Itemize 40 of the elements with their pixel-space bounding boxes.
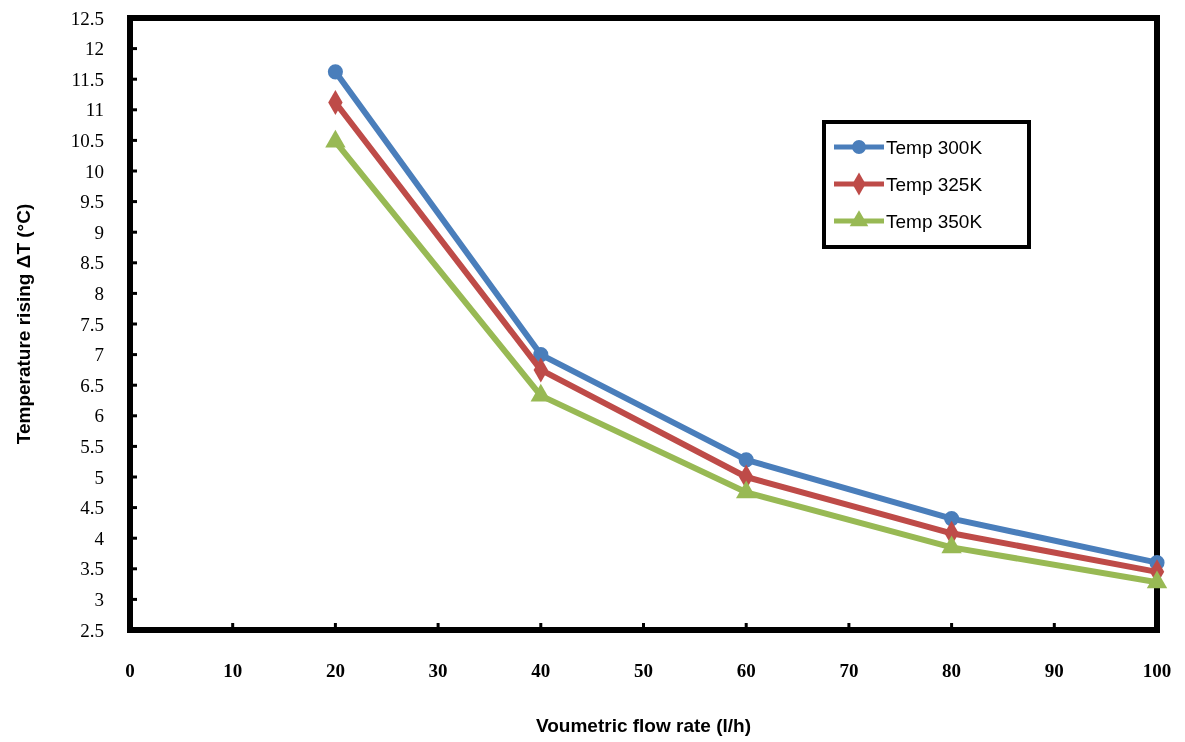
y-tick-label: 7.5: [80, 313, 104, 335]
point: [327, 64, 343, 80]
y-tick-label: 7: [94, 344, 104, 366]
y-tick-label: 12: [85, 38, 104, 60]
x-tick-label: 100: [1142, 660, 1172, 681]
x-tick-label: 70: [839, 660, 859, 681]
x-tick-label: 80: [942, 660, 962, 681]
y-tick-label: 10.5: [70, 130, 104, 152]
legend-label: Temp 350K: [886, 210, 983, 232]
y-tick-label: 8.5: [80, 252, 104, 274]
y-tick-label: 4.5: [80, 497, 104, 519]
y-tick-label: 2.5: [80, 619, 104, 641]
x-tick-label: 90: [1044, 660, 1064, 681]
x-tick-label: 60: [736, 660, 756, 681]
y-tick-label: 6.5: [80, 374, 104, 396]
x-axis-title: Voumetric flow rate (l/h): [535, 715, 752, 736]
y-tick-label: 9: [94, 221, 104, 243]
y-tick-label: 5: [94, 466, 104, 488]
point: [944, 511, 960, 527]
x-tick-label: 40: [531, 660, 551, 681]
legend-label: Temp 325K: [886, 173, 983, 195]
x-tick-label: 10: [223, 660, 243, 681]
y-tick-label: 5.5: [80, 436, 104, 458]
y-tick-label: 6: [94, 405, 104, 427]
y-tick-label: 11.5: [71, 68, 104, 90]
y-tick-label: 8: [94, 283, 104, 305]
legend-label: Temp 300K: [886, 136, 983, 158]
y-tick-label: 12.5: [70, 7, 104, 29]
x-tick-label: 20: [325, 660, 345, 681]
y-tick-label: 10: [85, 160, 104, 182]
y-axis-title: Temperature rising ΔT (°C): [13, 203, 34, 445]
y-tick-label: 3.5: [80, 558, 104, 580]
y-tick-label: 11: [85, 99, 104, 121]
y-tick-label: 4: [94, 527, 105, 549]
x-tick-label: 50: [634, 660, 653, 681]
point: [738, 452, 754, 468]
x-tick-label: 0: [125, 660, 135, 681]
y-tick-label: 9.5: [80, 191, 104, 213]
x-tick-label: 30: [428, 660, 448, 681]
y-tick-label: 3: [94, 589, 104, 611]
